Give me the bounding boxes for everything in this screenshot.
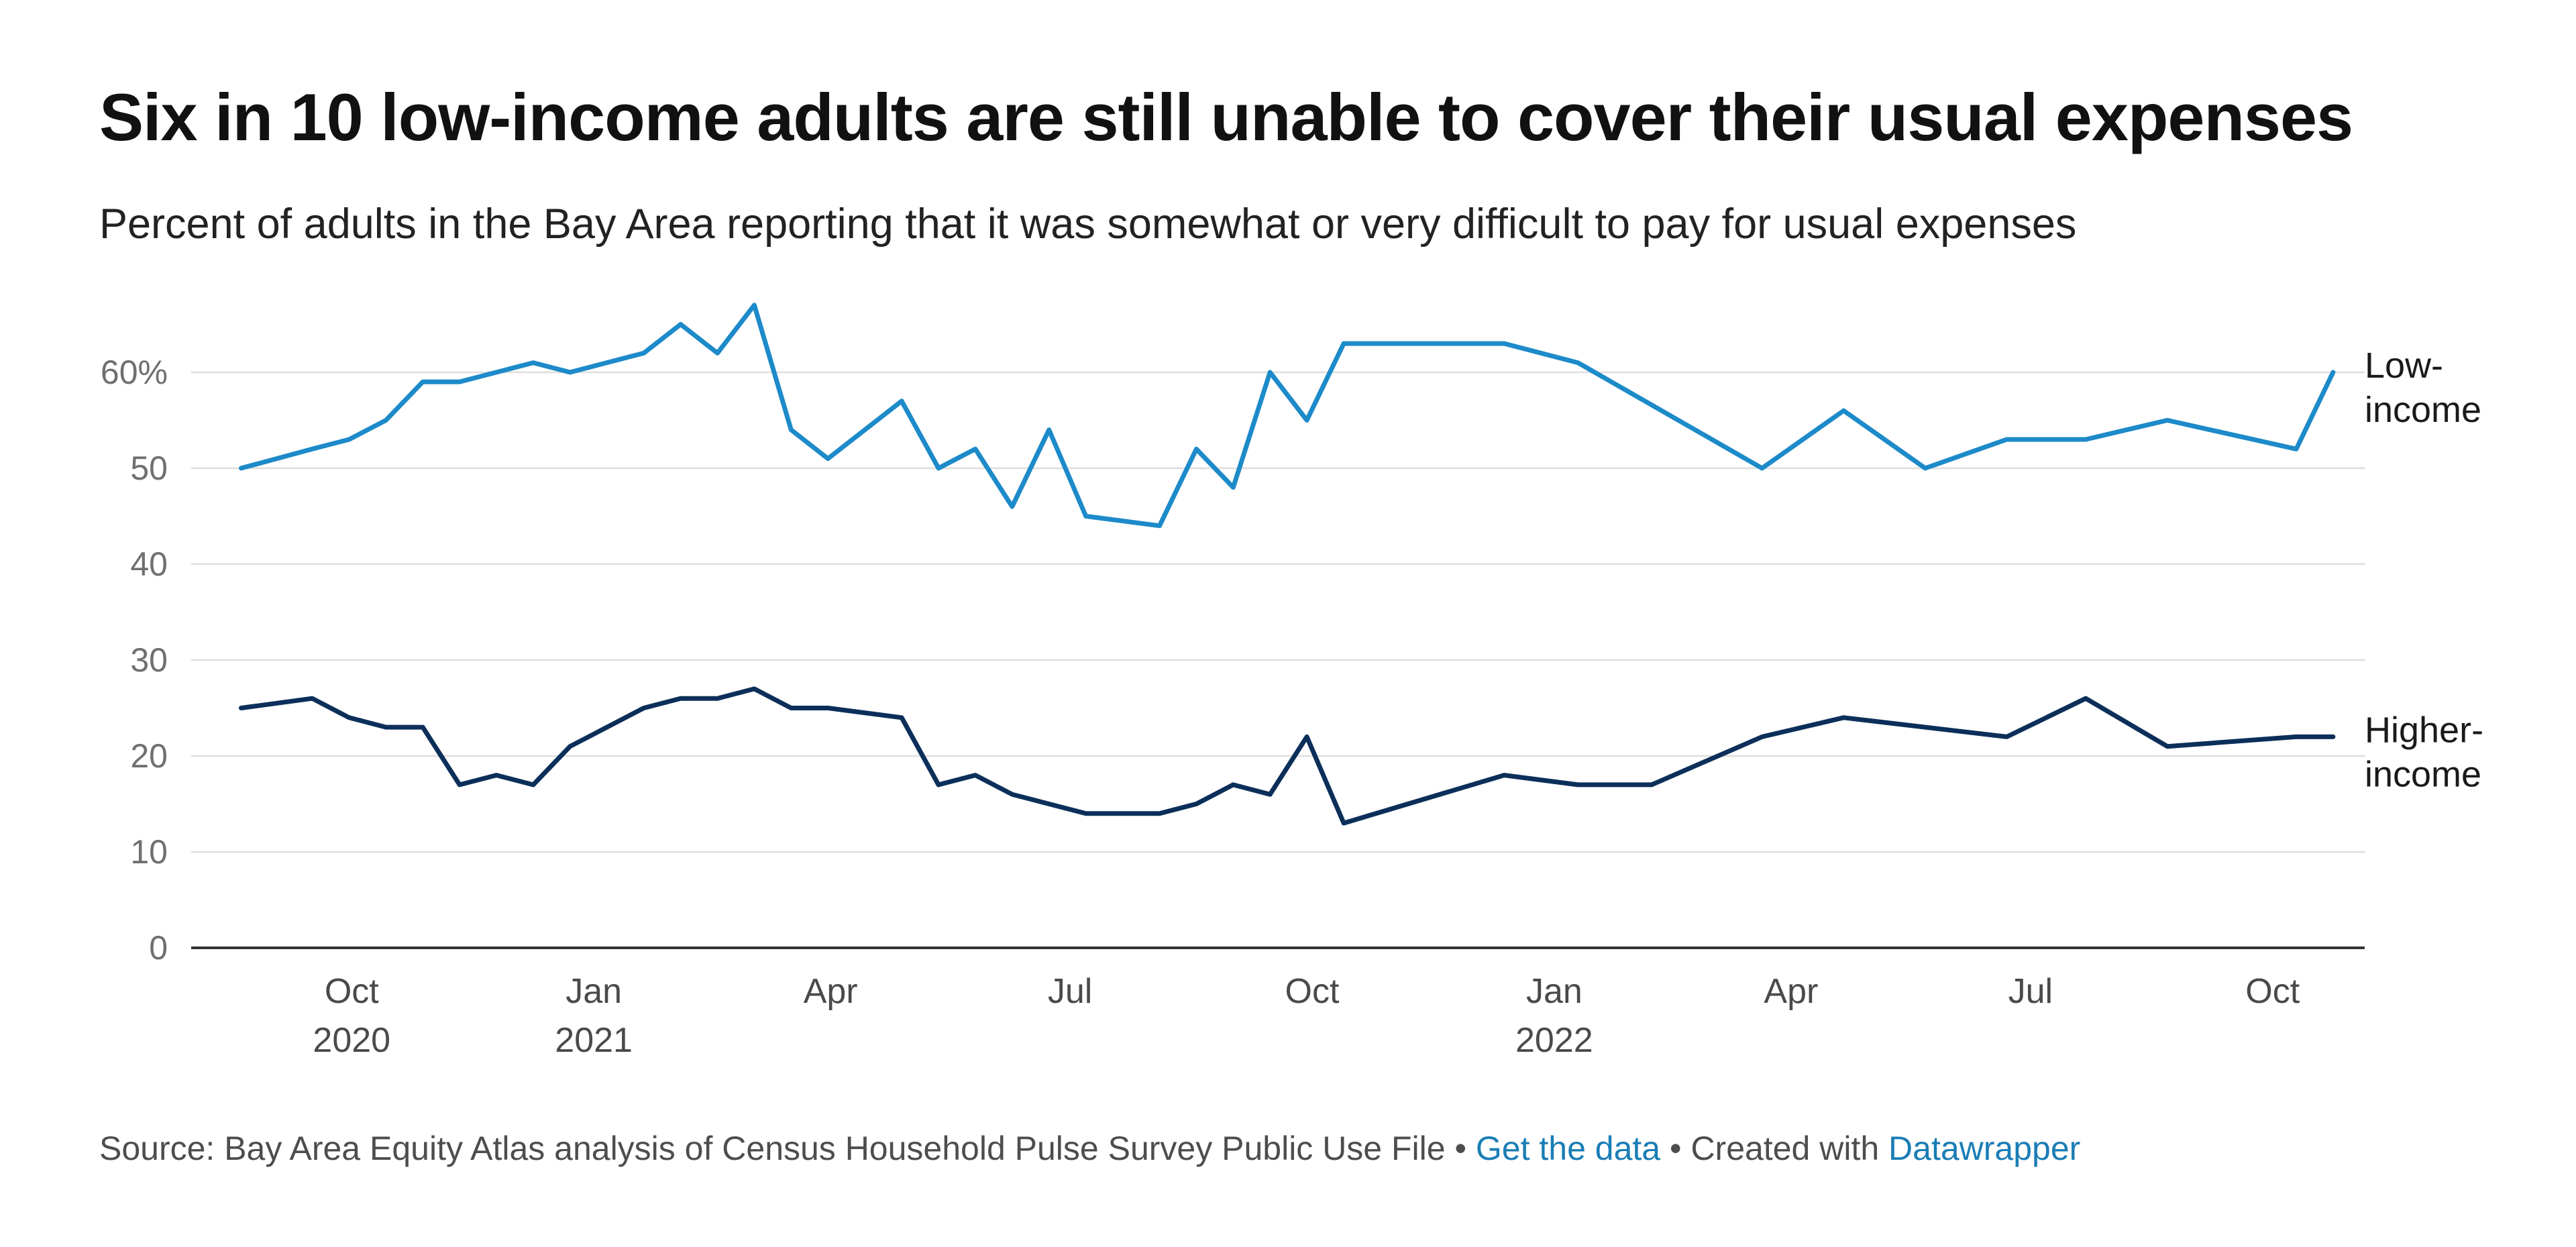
x-tick-label: Jul: [1048, 972, 1092, 1011]
y-tick-label: 50: [130, 449, 168, 487]
y-tick-label: 60%: [101, 354, 168, 391]
series-label-line: income: [2365, 390, 2481, 430]
datawrapper-link[interactable]: Datawrapper: [1888, 1130, 2081, 1167]
created-with-text: Created with: [1690, 1130, 1880, 1167]
series-line-low-income: [239, 303, 2336, 529]
x-tick-label: Oct: [2245, 972, 2300, 1011]
y-tick-label: 0: [149, 929, 168, 967]
x-tick-label: Jan: [1526, 972, 1582, 1011]
chart-title: Six in 10 low-income adults are still un…: [99, 80, 2353, 154]
chart-subtitle: Percent of adults in the Bay Area report…: [99, 201, 2077, 248]
series-label-line: Low-: [2365, 345, 2443, 386]
x-tick-label: Apr: [1764, 972, 1818, 1011]
footer: Source: Bay Area Equity Atlas analysis o…: [99, 1129, 2080, 1168]
x-tick-label: Oct: [325, 972, 379, 1011]
series-label-line: Higher-: [2365, 710, 2483, 750]
x-tick-label: Apr: [804, 972, 858, 1011]
footer-separator: •: [1454, 1130, 1466, 1167]
x-tick-year-label: 2022: [1515, 1021, 1593, 1060]
y-tick-label: 10: [130, 833, 168, 871]
get-the-data-link[interactable]: Get the data: [1475, 1130, 1661, 1167]
series-label: Low-income: [2365, 345, 2481, 430]
source-text: Source: Bay Area Equity Atlas analysis o…: [99, 1130, 1446, 1167]
y-tick-label: 40: [130, 545, 168, 583]
series-line-higher-income: [239, 686, 2336, 826]
y-tick-label: 20: [130, 737, 168, 775]
x-tick-label: Jul: [2008, 972, 2053, 1011]
x-tick-year-label: 2020: [313, 1021, 390, 1060]
x-tick-label: Oct: [1285, 972, 1340, 1011]
x-tick-label: Jan: [566, 972, 622, 1011]
series-label: Higher-income: [2365, 710, 2483, 794]
series-label-line: income: [2365, 754, 2481, 794]
x-tick-year-label: 2021: [555, 1021, 633, 1060]
y-tick-label: 30: [130, 641, 168, 679]
footer-separator: •: [1670, 1130, 1682, 1167]
